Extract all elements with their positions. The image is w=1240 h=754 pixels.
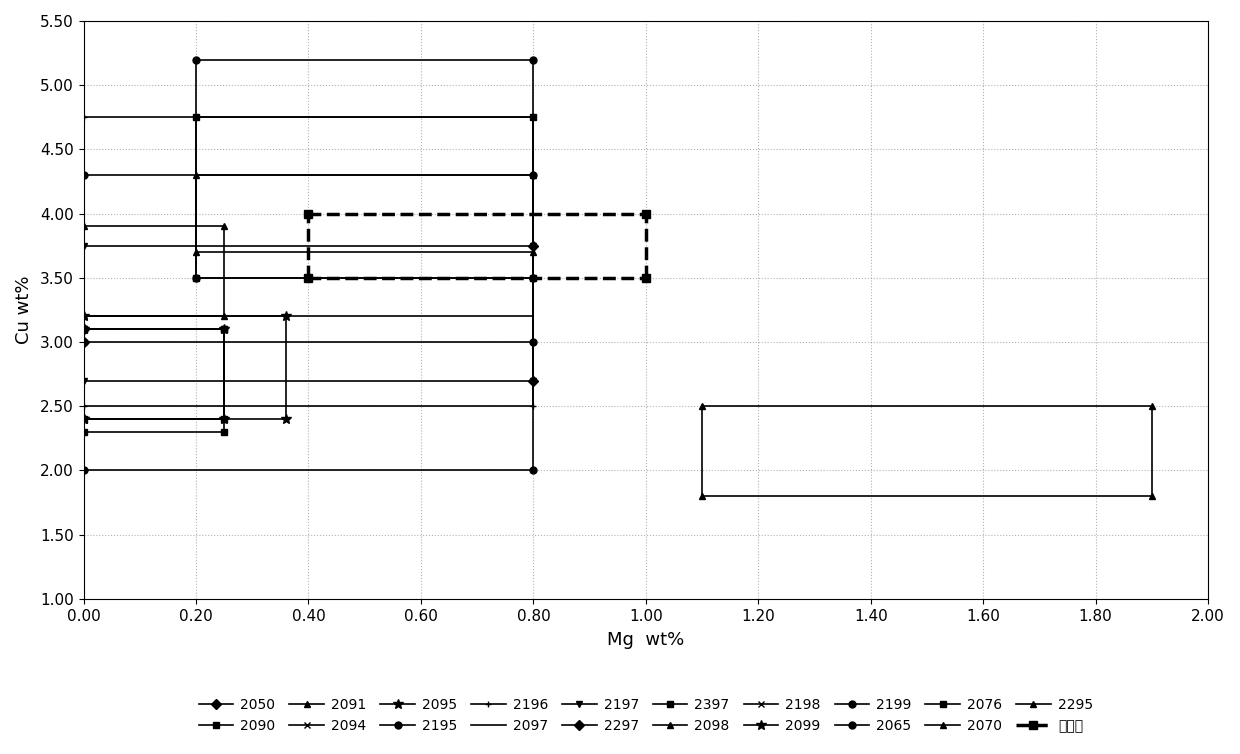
Y-axis label: Cu wt%: Cu wt% <box>15 276 33 345</box>
X-axis label: Mg  wt%: Mg wt% <box>608 630 684 648</box>
Legend: 2050, 2090, 2091, 2094, 2095, 2195, 2196, 2097, 2197, 2297, 2397, 2098, 2198, 20: 2050, 2090, 2091, 2094, 2095, 2195, 2196… <box>193 692 1099 739</box>
